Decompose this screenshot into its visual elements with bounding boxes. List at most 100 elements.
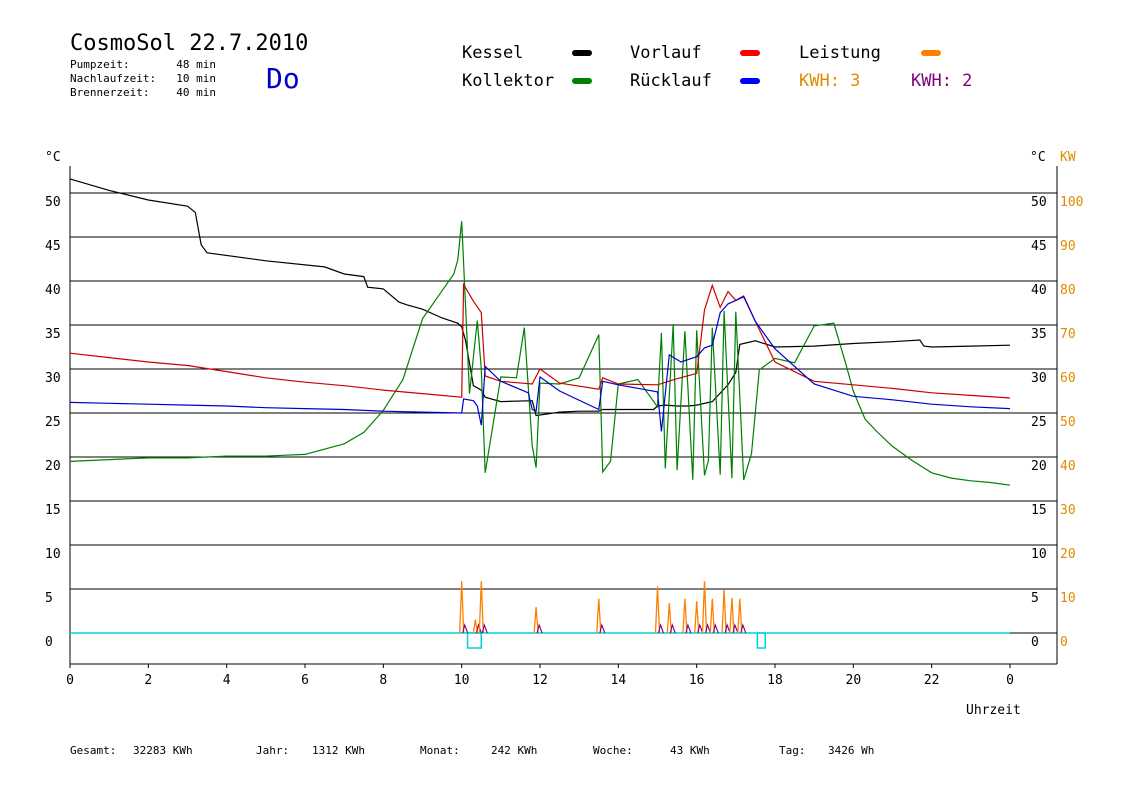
leistung-subspike [462,623,469,634]
footer-value: 1312 KWh [312,744,365,757]
kwh-label-2: KWH: 2 [911,71,972,91]
kw-tick-label: 80 [1060,283,1076,298]
kw-tick-label: 20 [1060,547,1076,562]
series-line-kollektor [69,221,1011,486]
y-tick-label-right: 10 [1031,547,1047,562]
x-axis-label: Uhrzeit [966,703,1021,718]
leistung-spike [682,598,688,634]
legend-label: Vorlauf [630,43,702,63]
x-tick-label: 8 [379,673,387,688]
y-tick-label-left: 10 [45,547,61,562]
y-tick-label-left: 15 [45,503,61,518]
y-tick-label-right: 30 [1031,371,1047,386]
leistung-spike [694,601,700,634]
footer-value: 43 KWh [670,744,710,757]
leistung-subspike [685,623,692,634]
chart-title: CosmoSol 22.7.2010 [70,31,308,56]
series-line-rcklauf [69,296,1011,432]
kw-tick-label: 10 [1060,591,1076,606]
y-tick-label-left: 50 [45,195,61,210]
pump-run-marker [466,632,482,649]
kw-unit: KW [1060,150,1076,165]
pump-run-marker [756,632,766,649]
leistung-subspike [481,623,488,634]
y-tick-label-right: 15 [1031,503,1047,518]
footer-value: 3426 Wh [828,744,874,757]
info-label: Pumpzeit: [70,58,130,71]
x-tick-label: 22 [924,673,940,688]
kw-tick-label: 90 [1060,239,1076,254]
x-tick-label: 18 [767,673,783,688]
footer-value: 242 KWh [491,744,537,757]
leistung-subspike [657,623,665,634]
day-label: Do [266,62,300,95]
x-tick-label: 6 [301,673,309,688]
kw-tick-label: 0 [1060,635,1068,650]
y-tick-label-left: 20 [45,459,61,474]
footer-label: Tag: [779,744,806,757]
footer-label: Woche: [593,744,633,757]
kw-tick-label: 40 [1060,459,1076,474]
plot-area [70,166,1057,664]
leistung-spike [459,581,465,634]
footer-label: Monat: [420,744,460,757]
legend-swatch [572,50,592,56]
x-tick-label: 10 [454,673,470,688]
legend-swatch [921,50,941,56]
info-value: 40 min [176,86,216,99]
x-tick-label: 20 [846,673,862,688]
y-tick-label-left: 45 [45,239,61,254]
x-tick-label: 16 [689,673,705,688]
leistung-spike [596,598,602,634]
x-tick-label: 12 [532,673,548,688]
leistung-subspike [740,623,747,634]
y-unit-left: °C [45,150,61,165]
x-tick-label: 0 [1006,673,1014,688]
y-tick-label-left: 0 [45,635,53,650]
y-tick-label-right: 50 [1031,195,1047,210]
info-value: 10 min [176,72,216,85]
legend-swatch [740,50,760,56]
info-label: Brennerzeit: [70,86,149,99]
kw-tick-label: 50 [1060,415,1076,430]
footer-label: Gesamt: [70,744,116,757]
legend-label: Leistung [799,43,881,63]
kw-tick-label: 30 [1060,503,1076,518]
series-line-kessel [69,178,1011,417]
leistung-spike [709,598,715,634]
legend-label: Rücklauf [630,71,712,91]
leistung-subspike [724,623,731,634]
leistung-subspike [536,623,543,634]
y-unit-right: °C [1030,150,1046,165]
kw-tick-label: 70 [1060,327,1076,342]
leistung-spike [666,603,672,634]
info-label: Nachlaufzeit: [70,72,156,85]
y-tick-label-left: 5 [45,591,53,606]
leistung-subspike [732,623,739,634]
footer-label: Jahr: [256,744,289,757]
x-tick-label: 2 [144,673,152,688]
leistung-subspike [697,623,704,634]
leistung-subspike [475,623,482,634]
kw-tick-label: 60 [1060,371,1076,386]
leistung-spike [472,619,479,634]
leistung-spike [701,581,708,634]
leistung-spike [729,597,735,634]
legend-label: Kessel [462,43,523,63]
leistung-spike [737,598,743,634]
y-tick-label-right: 45 [1031,239,1047,254]
footer-value: 32283 KWh [133,744,193,757]
y-tick-label-left: 35 [45,327,61,342]
legend-swatch [740,78,760,84]
series-line-vorlauf [69,282,1011,399]
y-tick-label-right: 0 [1031,635,1039,650]
kwh-label-1: KWH: 3 [799,71,860,91]
leistung-subspike [712,623,719,634]
info-value: 48 min [176,58,216,71]
leistung-subspike [704,623,712,634]
leistung-subspike [669,623,676,634]
leistung-spike [721,589,727,634]
kw-tick-label: 100 [1060,195,1083,210]
y-tick-label-left: 40 [45,283,61,298]
